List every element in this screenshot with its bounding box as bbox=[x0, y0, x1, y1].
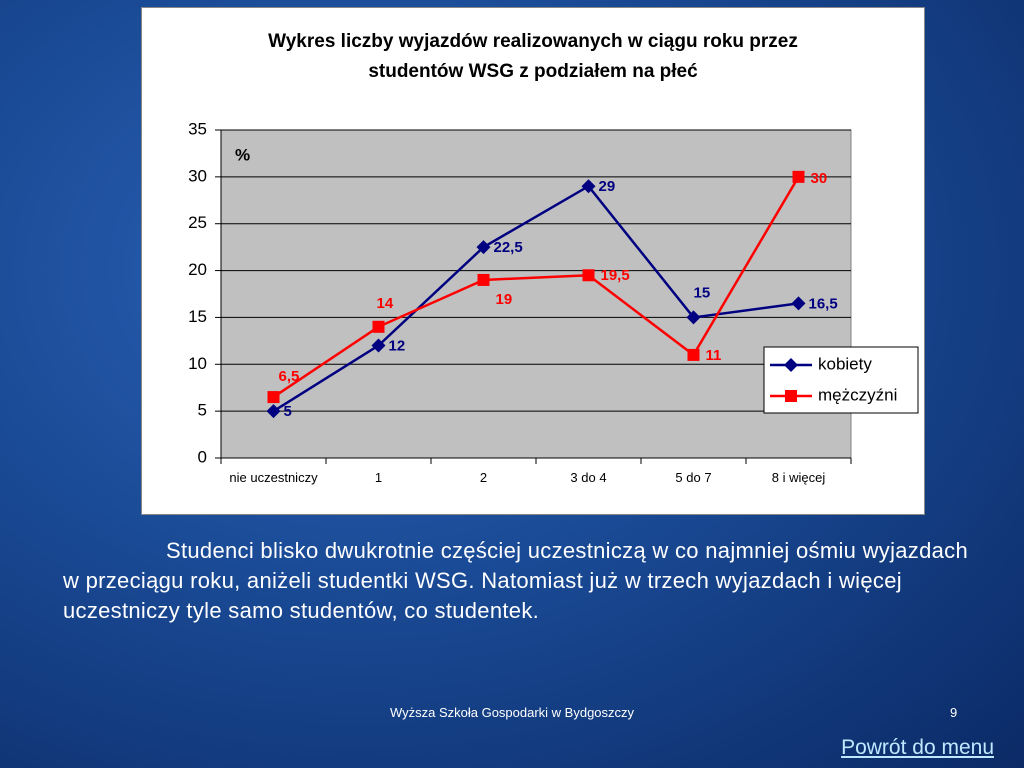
y-tick-label: 15 bbox=[188, 307, 207, 326]
data-label: 11 bbox=[706, 347, 722, 364]
y-tick-label: 25 bbox=[188, 213, 207, 232]
data-label: 29 bbox=[599, 178, 616, 195]
x-tick-label: 2 bbox=[479, 470, 488, 485]
data-point bbox=[791, 296, 806, 311]
chart-title: Wykres liczby wyjazdów realizowanych w c… bbox=[268, 31, 798, 82]
page-number: 9 bbox=[950, 705, 958, 720]
y-tick-label: 30 bbox=[188, 166, 207, 185]
data-point bbox=[477, 273, 490, 286]
data-point bbox=[267, 391, 280, 404]
data-point bbox=[686, 310, 701, 325]
x-tick-label: nie uczestniczy bbox=[229, 470, 318, 485]
series-line bbox=[272, 176, 800, 399]
menu-link[interactable]: Powrót do menu bbox=[841, 736, 994, 759]
data-label: 12 bbox=[389, 338, 406, 355]
data-label: 19 bbox=[496, 291, 513, 308]
data-point bbox=[792, 170, 805, 183]
x-tick-label: 1 bbox=[374, 470, 383, 485]
data-label: 19,5 bbox=[601, 267, 630, 284]
data-point bbox=[372, 320, 385, 333]
body-text: Studenci blisko dwukrotnie częściej ucze… bbox=[63, 538, 969, 623]
data-label: 14 bbox=[377, 295, 394, 312]
chart: 0 5 10 15 20 25 30 35% 5 12 22,5 29 15 16,5 6,5 14 19 19,… bbox=[188, 119, 919, 466]
legend-marker bbox=[784, 358, 798, 372]
x-tick-label: 5 do 7 bbox=[675, 470, 712, 485]
x-tick-label: 3 do 4 bbox=[570, 470, 607, 485]
plot-area bbox=[220, 129, 852, 459]
data-label: 22,5 bbox=[494, 239, 523, 256]
series-line bbox=[272, 184, 799, 413]
y-tick-label: 0 bbox=[198, 447, 207, 466]
data-point bbox=[581, 179, 596, 194]
data-label: 16,5 bbox=[809, 295, 838, 312]
data-label: 6,5 bbox=[279, 368, 300, 385]
data-label: 15 bbox=[694, 284, 711, 301]
legend-label: mężczyźni bbox=[818, 385, 897, 404]
y-tick-label: 5 bbox=[198, 401, 207, 420]
y-tick-label: 35 bbox=[188, 119, 207, 138]
data-point bbox=[371, 338, 386, 353]
data-point bbox=[266, 404, 281, 419]
legend-marker bbox=[785, 390, 797, 402]
y-axis-label: % bbox=[235, 145, 250, 164]
data-point bbox=[582, 269, 595, 282]
data-label: 30 bbox=[811, 170, 828, 187]
data-label: 5 bbox=[284, 403, 292, 420]
chart-frame: Wykres liczby wyjazdów realizowanych w c… bbox=[141, 7, 925, 515]
data-point bbox=[476, 240, 491, 255]
data-point bbox=[687, 348, 700, 361]
footer: Wyższa Szkoła Gospodarki w Bydgoszczy bbox=[389, 705, 635, 720]
x-tick-label: 8 i więcej bbox=[771, 470, 826, 485]
legend-label: kobiety bbox=[818, 354, 872, 373]
y-tick-label: 10 bbox=[188, 354, 207, 373]
y-tick-label: 20 bbox=[188, 260, 207, 279]
